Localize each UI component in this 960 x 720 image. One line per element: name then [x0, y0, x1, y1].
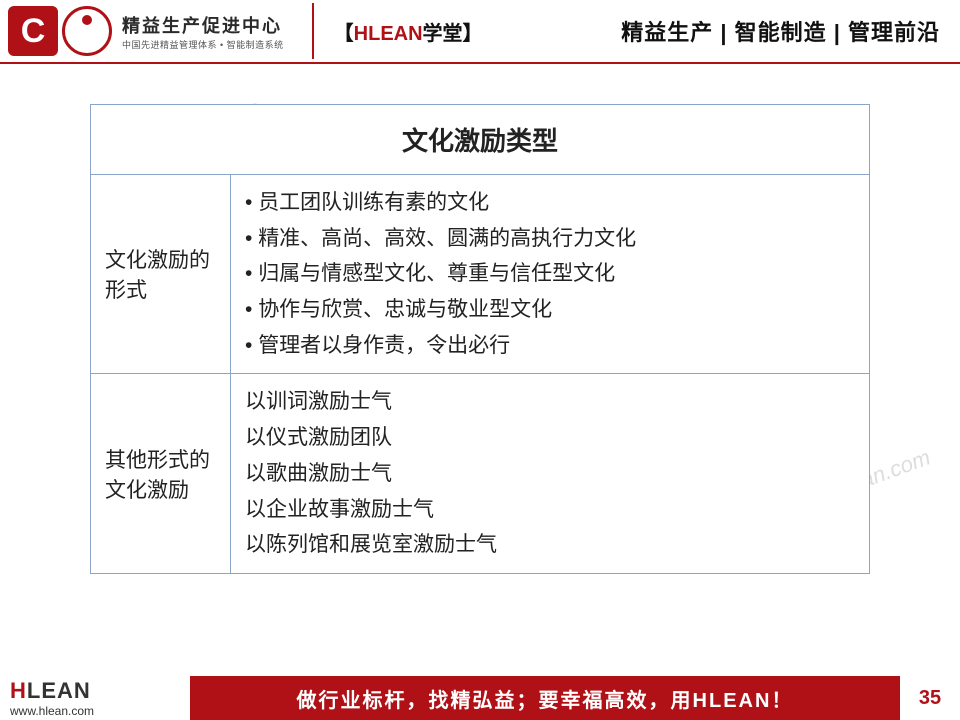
footer-logo: HLEAN [10, 678, 190, 704]
header-mid-black: 学堂 [423, 23, 463, 45]
list-item: 员工团队训练有素的文化 [245, 185, 855, 221]
bracket-left: 【 [334, 23, 354, 45]
list-item: 以陈列馆和展览室激励士气 [245, 527, 855, 563]
row-label: 其他形式的文化激励 [91, 374, 231, 573]
page-number: 35 [900, 676, 960, 720]
item-list: 以训词激励士气 以仪式激励团队 以歌曲激励士气 以企业故事激励士气 以陈列馆和展… [245, 384, 855, 562]
content: 文化激励类型 文化激励的形式 员工团队训练有素的文化 精准、高尚、高效、圆满的高… [0, 64, 960, 574]
bracket-right: 】 [463, 23, 483, 45]
footer-url: www.hlean.com [10, 704, 190, 718]
list-item: 以企业故事激励士气 [245, 492, 855, 528]
footer-logo-rest: LEAN [27, 678, 91, 703]
table-row: 文化激励的形式 员工团队训练有素的文化 精准、高尚、高效、圆满的高执行力文化 归… [91, 175, 870, 374]
logo-square-icon: C [8, 6, 58, 56]
row-label: 文化激励的形式 [91, 175, 231, 374]
list-item: 归属与情感型文化、尊重与信任型文化 [245, 256, 855, 292]
footer: HLEAN www.hlean.com 做行业标杆，找精弘益；要幸福高效，用HL… [0, 676, 960, 720]
logo-text: 精益生产促进中心 中国先进精益管理体系 • 智能制造系统 [122, 12, 284, 51]
row-content: 员工团队训练有素的文化 精准、高尚、高效、圆满的高执行力文化 归属与情感型文化、… [231, 175, 870, 374]
header-right: 精益生产 | 智能制造 | 管理前沿 [621, 15, 960, 47]
list-item: 以训词激励士气 [245, 384, 855, 420]
logo-block: C 精益生产促进中心 中国先进精益管理体系 • 智能制造系统 [0, 0, 292, 62]
footer-slogan: 做行业标杆，找精弘益；要幸福高效，用HLEAN！ [190, 676, 900, 720]
table-title: 文化激励类型 [91, 105, 870, 175]
table-row: 其他形式的文化激励 以训词激励士气 以仪式激励团队 以歌曲激励士气 以企业故事激… [91, 374, 870, 573]
header-mid: 【HLEAN学堂】 [334, 17, 483, 46]
logo-circle-icon [62, 6, 112, 56]
logo-subtitle: 中国先进精益管理体系 • 智能制造系统 [122, 38, 284, 51]
list-item: 管理者以身作责，令出必行 [245, 328, 855, 364]
list-item: 以歌曲激励士气 [245, 456, 855, 492]
header-mid-red: HLEAN [354, 23, 423, 45]
logo-title: 精益生产促进中心 [122, 12, 284, 38]
list-item: 精准、高尚、高效、圆满的高执行力文化 [245, 221, 855, 257]
row-content: 以训词激励士气 以仪式激励团队 以歌曲激励士气 以企业故事激励士气 以陈列馆和展… [231, 374, 870, 573]
list-item: 协作与欣赏、忠诚与敬业型文化 [245, 292, 855, 328]
footer-left: HLEAN www.hlean.com [0, 676, 190, 720]
vertical-divider [312, 3, 314, 59]
footer-logo-h: H [10, 678, 27, 703]
incentive-table: 文化激励类型 文化激励的形式 员工团队训练有素的文化 精准、高尚、高效、圆满的高… [90, 104, 870, 574]
item-list: 员工团队训练有素的文化 精准、高尚、高效、圆满的高执行力文化 归属与情感型文化、… [245, 185, 855, 363]
list-item: 以仪式激励团队 [245, 420, 855, 456]
header: C 精益生产促进中心 中国先进精益管理体系 • 智能制造系统 【HLEAN学堂】… [0, 0, 960, 64]
